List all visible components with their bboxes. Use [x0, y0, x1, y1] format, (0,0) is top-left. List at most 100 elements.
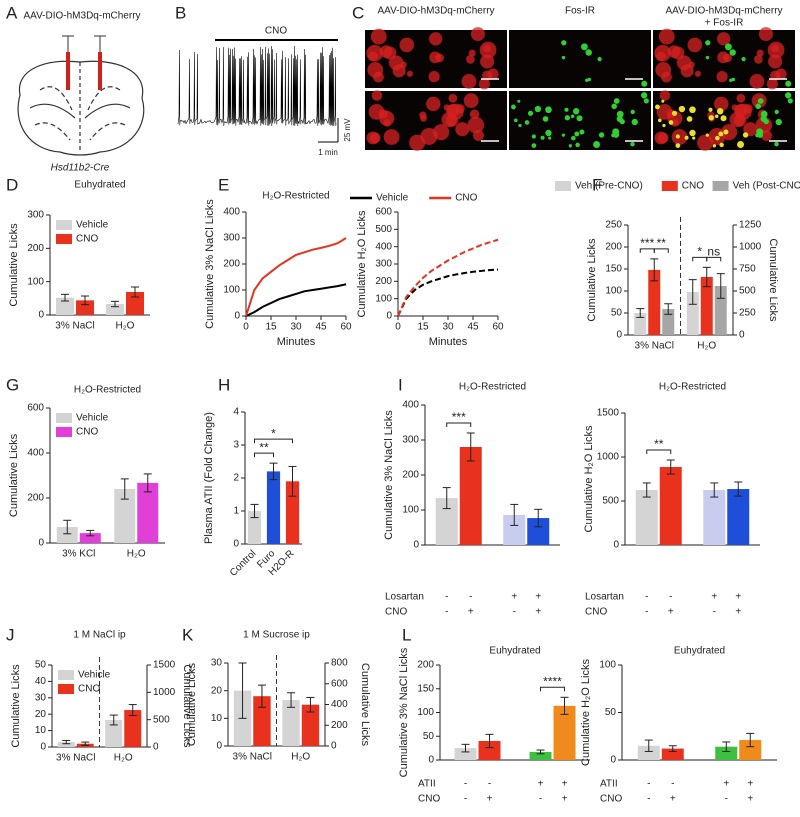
fos-nucleus — [654, 104, 660, 110]
chart-title: 1 M NaCl ip — [73, 630, 126, 641]
error-bar — [510, 503, 519, 526]
error-bar — [666, 459, 675, 475]
fos-nucleus — [611, 103, 617, 110]
fos-nucleus — [561, 40, 567, 46]
x-tick-label: H₂O — [697, 341, 716, 352]
significance-label: *** — [452, 410, 466, 424]
condition-mark: - — [464, 794, 467, 805]
significance-bracket — [706, 256, 722, 262]
y-axis-label: Cumulative 3% NaCl Licks — [204, 199, 216, 329]
condition-mark: + — [511, 592, 517, 603]
bar — [56, 297, 74, 315]
y2-tick-label: 0 — [153, 742, 159, 753]
fos-nucleus — [572, 108, 580, 115]
error-bar — [636, 308, 645, 318]
y-tick-label: 150 — [605, 264, 622, 275]
y-tick-label: 100 — [599, 660, 616, 671]
cell — [371, 90, 383, 101]
bar — [301, 704, 320, 746]
y2-tick-label: 500 — [153, 714, 170, 725]
mouse-line: Hsd11b2-Cre — [51, 163, 110, 174]
x-tick-label: 3% NaCl — [233, 752, 272, 763]
y-tick-label: 3 — [233, 440, 239, 451]
fos-nucleus — [514, 118, 518, 123]
x-tick-label: 30 — [290, 322, 302, 333]
y-tick-label: 300 — [223, 233, 240, 244]
cell — [694, 70, 702, 77]
y2-tick-label: 400 — [331, 699, 348, 710]
x-tick-label: 45 — [467, 322, 479, 333]
condition-label: Losartan — [385, 592, 424, 603]
cell — [676, 55, 692, 71]
y-axis-label: Plasma ATII (Fold Change) — [203, 412, 215, 544]
cell — [743, 104, 753, 114]
fos-nucleus — [719, 142, 724, 148]
condition-mark: + — [747, 794, 753, 805]
x-tick-label: H₂O — [127, 549, 146, 560]
error-bar — [62, 739, 71, 745]
error-bar — [644, 739, 653, 752]
cell — [383, 119, 391, 127]
fos-nucleus — [612, 128, 620, 136]
bar — [124, 710, 142, 747]
y-axis-label: Cumulative Licks — [8, 223, 20, 307]
condition-mark: - — [445, 592, 448, 603]
y-axis-label: Cumulative Licks — [10, 664, 22, 748]
y-tick-label: 100 — [605, 286, 622, 297]
fos-nucleus — [718, 131, 724, 137]
cell — [470, 27, 485, 42]
condition-mark: + — [535, 607, 541, 618]
fos-nucleus — [576, 115, 583, 122]
fos-nucleus — [787, 98, 793, 104]
bar — [662, 309, 675, 335]
cell — [406, 70, 414, 77]
y-axis-label: Cumulative Licks — [8, 433, 20, 517]
y-tick-label: 10 — [211, 713, 223, 724]
error-bar — [642, 482, 651, 498]
condition-mark: - — [445, 607, 448, 618]
y2-tick-label: 1000 — [739, 242, 762, 253]
condition-mark: - — [713, 607, 716, 618]
image-label: Fos-IR — [565, 6, 595, 17]
error-bar — [485, 733, 494, 749]
cell — [478, 78, 490, 90]
fos-nucleus — [524, 120, 530, 125]
y2-axis-label: Cumulative Licks — [181, 664, 193, 748]
y-axis-label: Cumulative Licks — [586, 238, 598, 322]
bar — [285, 481, 300, 544]
condition-mark: + — [668, 607, 674, 618]
cell — [369, 132, 381, 144]
chart-title: Euhydrated — [489, 646, 540, 657]
error-bar — [534, 508, 543, 528]
fos-nucleus — [548, 136, 552, 140]
cell — [463, 93, 479, 108]
legend-swatch — [661, 181, 678, 191]
fos-nucleus — [689, 129, 696, 137]
condition-mark: - — [647, 794, 650, 805]
cell — [435, 53, 444, 63]
fos-nucleus — [540, 135, 545, 140]
y-tick-label: 200 — [27, 493, 44, 504]
fos-nucleus — [534, 105, 542, 113]
y2-tick-label: 800 — [331, 658, 348, 669]
condition-mark: + — [735, 592, 741, 603]
bar — [715, 746, 738, 760]
cell — [482, 44, 491, 53]
condition-mark: - — [488, 779, 491, 790]
fos-nucleus — [658, 118, 662, 123]
error-bar — [650, 258, 659, 282]
y-tick-label: 50 — [605, 707, 617, 718]
error-bar — [111, 300, 119, 308]
y-tick-label: 500 — [375, 224, 392, 235]
y2-tick-label: 1250 — [739, 220, 762, 231]
fos-nucleus — [760, 115, 767, 123]
chart-title: H₂O-Restricted — [459, 382, 526, 393]
fos-nucleus — [741, 57, 746, 62]
bar — [553, 705, 576, 760]
legend-swatch — [712, 181, 729, 191]
cell — [667, 45, 681, 58]
cell — [448, 93, 458, 103]
y-tick-label: 250 — [605, 220, 622, 231]
significance-label: ** — [654, 437, 664, 451]
cell — [716, 71, 728, 83]
